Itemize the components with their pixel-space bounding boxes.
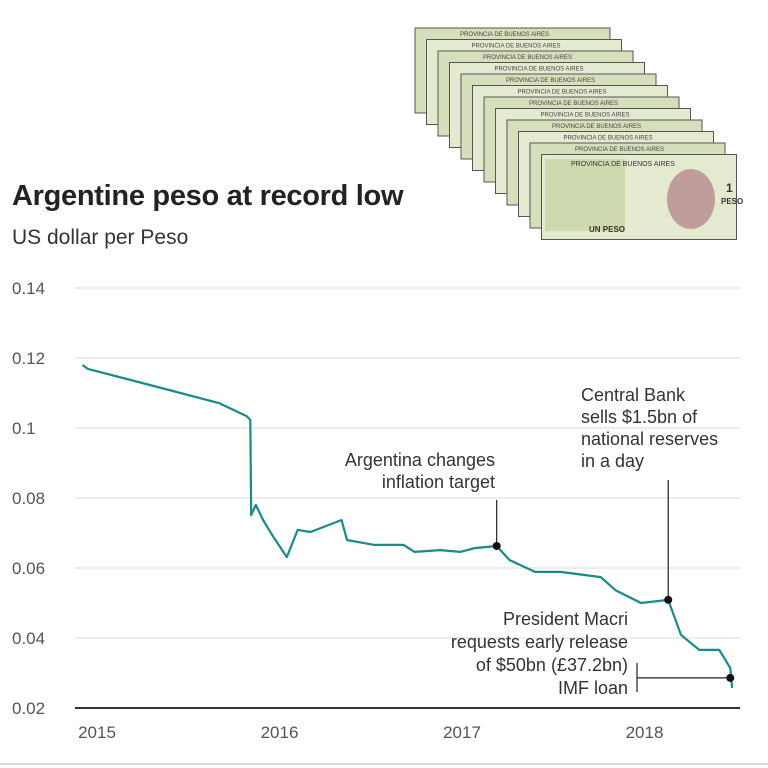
- x-tick-label: 2017: [443, 723, 481, 742]
- banknote-header: PROVINCIA DE BUENOS AIRES: [472, 44, 561, 50]
- y-tick-label: 0.02: [12, 699, 45, 718]
- y-tick-label: 0.14: [12, 279, 45, 298]
- banknote-stack-image: PROVINCIA DE BUENOS AIRES PROVINCIA DE BU…: [414, 27, 743, 240]
- banknote-header: PROVINCIA DE BUENOS AIRES: [483, 55, 572, 61]
- x-tick-label: 2015: [78, 723, 116, 742]
- banknote-panel: [545, 159, 625, 231]
- annotation-text: inflation target: [382, 472, 495, 492]
- chart-title: Argentine peso at record low: [12, 180, 404, 212]
- banknote-un-peso: UN PESO: [589, 225, 625, 234]
- banknote-header: PROVINCIA DE BUENOS AIRES: [575, 147, 664, 153]
- banknote-value: 1: [726, 181, 733, 195]
- annotation-text: Argentina changes: [345, 450, 495, 470]
- annotation-text: requests early release: [451, 632, 628, 652]
- y-tick-label: 0.12: [12, 349, 45, 368]
- y-tick-label: 0.1: [12, 419, 36, 438]
- chart-subtitle: US dollar per Peso: [12, 226, 189, 249]
- banknote-header: PROVINCIA DE BUENOS AIRES: [460, 32, 549, 38]
- annotation-text: sells $1.5bn of: [581, 407, 698, 427]
- y-tick-label: 0.08: [12, 489, 45, 508]
- annotation-text: of $50bn (£37.2bn): [476, 655, 628, 675]
- series-line: [81, 364, 734, 689]
- x-tick-label: 2018: [626, 723, 664, 742]
- annotation-dot: [492, 541, 501, 550]
- y-tick-label: 0.06: [12, 559, 45, 578]
- banknote-header: PROVINCIA DE BUENOS AIRES: [518, 90, 607, 96]
- banknote-header: PROVINCIA DE BUENOS AIRES: [541, 113, 630, 119]
- banknote-portrait: [667, 169, 715, 229]
- annotation-text: IMF loan: [558, 678, 628, 698]
- annotation-text: President Macri: [503, 609, 628, 629]
- banknote-header: PROVINCIA DE BUENOS AIRES: [506, 78, 595, 84]
- annotation-text: Central Bank: [581, 385, 686, 405]
- banknote-header: PROVINCIA DE BUENOS AIRES: [564, 136, 653, 142]
- annotation-dot: [664, 595, 673, 604]
- annotation-dot: [726, 673, 735, 682]
- banknote-header: PROVINCIA DE BUENOS AIRES: [495, 67, 584, 73]
- y-tick-label: 0.04: [12, 629, 45, 648]
- banknote-header: PROVINCIA DE BUENOS AIRES: [529, 101, 618, 107]
- banknote-title: PROVINCIA DE BUENOS AIRES: [571, 161, 675, 168]
- annotation-text: in a day: [581, 451, 644, 471]
- x-tick-label: 2016: [261, 723, 299, 742]
- banknote-peso: PESO: [721, 197, 743, 206]
- banknote-header: PROVINCIA DE BUENOS AIRES: [552, 124, 641, 130]
- annotation-text: national reserves: [581, 429, 718, 449]
